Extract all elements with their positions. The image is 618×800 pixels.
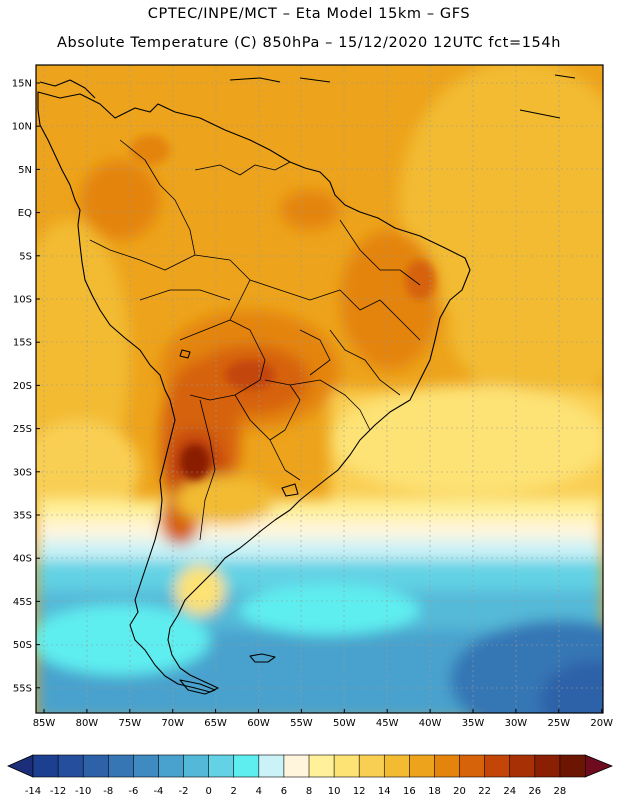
lat-label: 10S (13, 295, 32, 306)
lon-label: 45W (376, 718, 399, 729)
lat-label: 50S (13, 640, 32, 651)
colorbar-label: 24 (503, 786, 516, 797)
colorbar-swatch (459, 754, 486, 778)
lat-label: 25S (13, 424, 32, 435)
colorbar-swatch (183, 754, 210, 778)
colorbar-label: 26 (528, 786, 541, 797)
lat-label: 15N (12, 79, 32, 90)
colorbar-swatch (559, 754, 586, 778)
colorbar-label: 8 (306, 786, 312, 797)
title-line-2: Absolute Temperature (C) 850hPa – 15/12/… (57, 35, 561, 51)
lon-label: 70W (161, 718, 184, 729)
colorbar-swatch (383, 754, 410, 778)
lon-label: 50W (333, 718, 356, 729)
lake-titicaca (179, 349, 191, 359)
lon-label: 60W (247, 718, 270, 729)
colorbar-label: -10 (75, 786, 91, 797)
lat-label: 40S (13, 554, 32, 565)
colorbar-high-arrow (584, 754, 614, 778)
colorbar-label: -12 (50, 786, 66, 797)
lon-label: 40W (419, 718, 442, 729)
colorbar (7, 754, 614, 778)
lon-label: 25W (547, 718, 570, 729)
colorbar-swatch (534, 754, 561, 778)
lon-label: 80W (76, 718, 99, 729)
colorbar-low-arrow (7, 754, 34, 778)
lat-label: 5N (18, 165, 32, 176)
colorbar-label: -14 (25, 786, 41, 797)
colorbar-swatch (32, 754, 59, 778)
lon-label: 35W (462, 718, 485, 729)
colorbar-swatch (233, 754, 260, 778)
colorbar-swatch (434, 754, 461, 778)
falkland-islands (249, 653, 276, 663)
colorbar-label: 18 (428, 786, 441, 797)
map-frame (35, 64, 604, 714)
colorbar-swatch (358, 754, 385, 778)
colorbar-swatch (258, 754, 285, 778)
lat-label: EQ (18, 208, 32, 219)
colorbar-swatch (57, 754, 84, 778)
lon-label: 85W (33, 718, 56, 729)
lat-label: 15S (13, 338, 32, 349)
longitude-labels: 85W 80W 75W 70W 65W 60W 55W 50W 45W 40W 35W 30W 25W 2… (33, 709, 613, 729)
colorbar-label: -8 (103, 786, 113, 797)
title-line-1: CPTEC/INPE/MCT – Eta Model 15km – GFS (147, 6, 471, 22)
colorbar-label: 12 (353, 786, 366, 797)
colorbar-swatch (333, 754, 360, 778)
colorbar-swatch (107, 754, 134, 778)
lat-label: 35S (13, 511, 32, 522)
colorbar-swatch (208, 754, 235, 778)
lat-label: 5S (19, 251, 32, 262)
colorbar-swatch (283, 754, 310, 778)
colorbar-label: 6 (281, 786, 287, 797)
central-america-coastline (39, 79, 96, 99)
lat-label: 55S (13, 683, 32, 694)
lon-label: 55W (290, 718, 313, 729)
colorbar-swatch (509, 754, 536, 778)
colorbar-swatch (158, 754, 185, 778)
lat-label: 20S (13, 381, 32, 392)
caribbean-islands (229, 74, 576, 119)
lat-lon-grid (36, 65, 603, 713)
colorbar-label: -2 (179, 786, 189, 797)
lat-label: 45S (13, 597, 32, 608)
lon-label: 30W (505, 718, 528, 729)
colorbar-swatch (409, 754, 436, 778)
colorbar-label: 10 (328, 786, 341, 797)
colorbar-label: 4 (256, 786, 262, 797)
colorbar-label: -6 (128, 786, 138, 797)
lagoa-dos-patos (281, 483, 299, 497)
colorbar-swatch (484, 754, 511, 778)
colorbar-label: 20 (453, 786, 466, 797)
colorbar-labels: -14 -12 -10 -8 -6 -4 -2 0 2 4 6 8 10 12 14 16 18 20 22 24 26… (25, 786, 566, 797)
colorbar-label: 22 (478, 786, 491, 797)
colorbar-label: 16 (403, 786, 416, 797)
colorbar-label: -4 (153, 786, 163, 797)
colorbar-swatch (308, 754, 335, 778)
temperature-field (36, 65, 603, 713)
lat-label: 30S (13, 467, 32, 478)
lon-label: 75W (118, 718, 141, 729)
colorbar-label: 28 (554, 786, 567, 797)
lon-label: 20W (590, 718, 613, 729)
latitude-labels: 15N 10N 5N EQ 5S 10S 15S 20S 25S 30S 35S 40S 45S 50S 5… (12, 79, 40, 694)
coastlines (37, 74, 576, 695)
colorbar-swatch (82, 754, 109, 778)
country-borders (89, 139, 421, 541)
colorbar-label: 0 (205, 786, 211, 797)
colorbar-label: 14 (378, 786, 391, 797)
colorbar-swatch (133, 754, 160, 778)
lon-label: 65W (204, 718, 227, 729)
lat-label: 10N (12, 122, 32, 133)
south-america-coastline (37, 91, 471, 693)
tierra-del-fuego (179, 679, 216, 695)
colorbar-label: 2 (231, 786, 237, 797)
